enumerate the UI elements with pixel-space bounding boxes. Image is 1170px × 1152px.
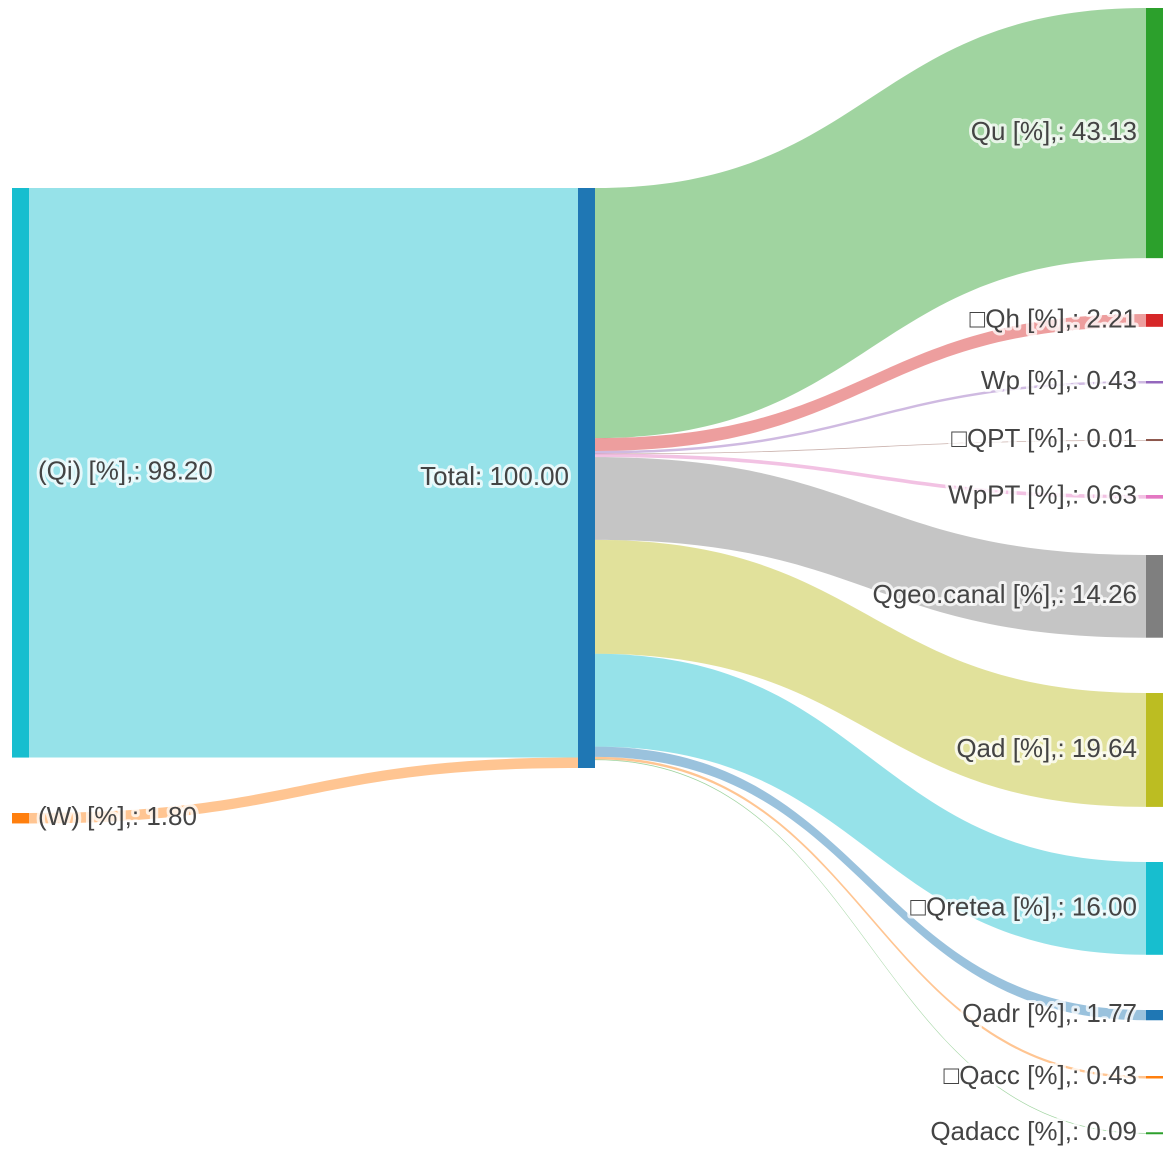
node xyxy=(1146,1076,1163,1079)
node xyxy=(1146,1010,1163,1021)
link xyxy=(595,746,1146,1021)
link xyxy=(595,314,1146,451)
node-label: □Qretea [%],: 16.00 xyxy=(910,891,1137,921)
node-label: Qadacc [%],: 0.09 xyxy=(930,1116,1137,1146)
node-label: □Qacc [%],: 0.43 xyxy=(944,1060,1137,1090)
link xyxy=(595,381,1146,454)
node-label: WpPT [%],: 0.63 xyxy=(948,480,1137,510)
nodes xyxy=(12,8,1163,1135)
link xyxy=(595,453,1146,499)
node-label: Qu [%],: 43.13 xyxy=(971,116,1137,146)
node-label: Total: 100.00 xyxy=(420,461,569,491)
link xyxy=(595,440,1146,455)
node xyxy=(12,188,29,758)
node xyxy=(1146,439,1163,442)
node xyxy=(1146,1132,1163,1135)
link xyxy=(595,756,1146,1079)
node xyxy=(1146,8,1163,259)
link xyxy=(595,653,1146,955)
node xyxy=(1146,314,1163,327)
labels: (Qi) [%],: 98.20 (W) [%],: 1.80 Total: 100… xyxy=(35,113,1140,1149)
link xyxy=(595,759,1146,1134)
node-label: Qad [%],: 19.64 xyxy=(956,733,1137,763)
node xyxy=(12,813,29,824)
node xyxy=(578,188,595,768)
link xyxy=(595,457,1146,638)
node-label: Wp [%],: 0.43 xyxy=(981,365,1137,395)
node xyxy=(1146,693,1163,807)
link xyxy=(29,188,578,758)
node-label: □Qh [%],: 2.21 xyxy=(970,303,1137,333)
node-label: □QPT [%],: 0.01 xyxy=(951,423,1137,453)
node-label: (Qi) [%],: 98.20 xyxy=(38,456,213,486)
node-label: (W) [%],: 1.80 xyxy=(38,801,197,831)
link xyxy=(595,8,1146,439)
node xyxy=(1146,555,1163,638)
link xyxy=(29,757,578,824)
node-label: Qgeo.canal [%],: 14.26 xyxy=(872,579,1137,609)
links xyxy=(29,8,1146,1134)
node xyxy=(1146,381,1163,384)
node-label: Qadr [%],: 1.77 xyxy=(962,998,1137,1028)
node xyxy=(1146,862,1163,955)
node xyxy=(1146,495,1163,499)
link xyxy=(595,539,1146,807)
